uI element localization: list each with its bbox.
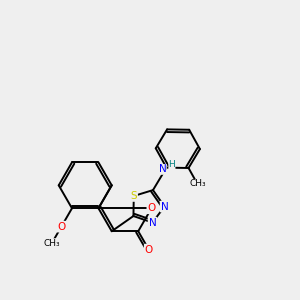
- Text: N: N: [160, 202, 168, 212]
- Text: CH₃: CH₃: [44, 239, 60, 248]
- Text: H: H: [169, 160, 175, 169]
- Text: N: N: [148, 218, 156, 228]
- Text: S: S: [130, 191, 137, 201]
- Text: N: N: [159, 164, 166, 174]
- Text: O: O: [147, 203, 156, 213]
- Text: O: O: [145, 244, 153, 255]
- Text: O: O: [57, 222, 65, 232]
- Text: CH₃: CH₃: [189, 179, 206, 188]
